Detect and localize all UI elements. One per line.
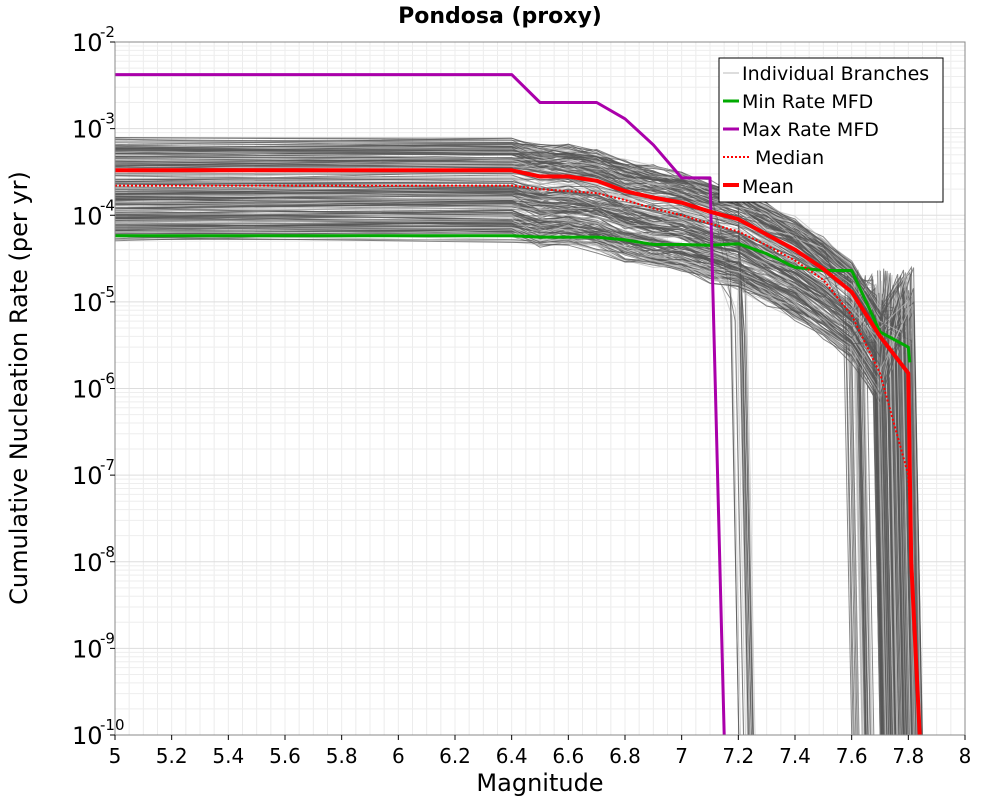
branch-line xyxy=(115,190,749,735)
x-tick-label: 7.2 xyxy=(722,744,754,768)
x-tick-label: 6.8 xyxy=(609,744,641,768)
x-axis-label: Magnitude xyxy=(476,769,603,797)
y-tick-label: 10 xyxy=(72,635,103,663)
branch-line xyxy=(115,218,915,735)
branch-line xyxy=(115,224,917,735)
y-tick-label: 10 xyxy=(72,462,103,490)
legend-label-mean: Mean xyxy=(742,176,794,198)
y-axis-label: Cumulative Nucleation Rate (per yr) xyxy=(5,171,33,605)
x-tick-label: 5.8 xyxy=(326,744,358,768)
legend: Individual Branches Min Rate MFD Max Rat… xyxy=(718,57,944,203)
y-tick-label: 10 xyxy=(72,376,103,404)
x-tick-label: 5.2 xyxy=(156,744,188,768)
branch-line xyxy=(115,175,854,735)
y-tick-exponent: -10 xyxy=(100,716,125,734)
x-tick-label: 7.6 xyxy=(836,744,868,768)
legend-label-max: Max Rate MFD xyxy=(742,119,879,141)
legend-label-branches: Individual Branches xyxy=(742,63,929,85)
x-tick-label: 6 xyxy=(392,744,405,768)
branch-line xyxy=(115,145,853,735)
y-tick-label: 10 xyxy=(72,116,103,144)
branch-line xyxy=(115,217,904,735)
x-tick-label: 8 xyxy=(959,744,972,768)
branch-line xyxy=(115,228,897,735)
series-lines xyxy=(115,73,922,735)
y-tick-label: 10 xyxy=(72,722,103,750)
y-tick-exponent: -9 xyxy=(100,629,115,647)
x-tick-label: 6.6 xyxy=(552,744,584,768)
series-line-min-rate-mfd xyxy=(115,234,912,363)
x-tick-label: 5.4 xyxy=(212,744,244,768)
y-tick-exponent: -3 xyxy=(100,110,115,128)
y-tick-exponent: -2 xyxy=(100,23,115,41)
branch-line xyxy=(115,209,885,735)
y-tick-exponent: -7 xyxy=(100,456,115,474)
legend-label-min: Min Rate MFD xyxy=(742,91,873,113)
y-tick-exponent: -4 xyxy=(100,196,115,214)
y-tick-label: 10 xyxy=(72,202,103,230)
y-tick-exponent: -6 xyxy=(100,370,115,388)
y-tick-exponent: -5 xyxy=(100,283,115,301)
legend-label-median: Median xyxy=(755,147,824,169)
branch-line xyxy=(115,191,883,735)
x-tick-label: 7 xyxy=(675,744,688,768)
branch-line xyxy=(115,205,911,735)
branch-line xyxy=(115,197,922,735)
x-tick-label: 6.4 xyxy=(496,744,528,768)
x-tick-label: 5.6 xyxy=(269,744,301,768)
series-line-max-rate-mfd xyxy=(115,73,726,735)
series-line-mean xyxy=(115,168,922,735)
x-tick-label: 6.2 xyxy=(439,744,471,768)
series-line-median xyxy=(115,184,921,735)
branch-line xyxy=(115,185,881,735)
y-tick-exponent: -8 xyxy=(100,543,115,561)
y-tick-label: 10 xyxy=(72,549,103,577)
branch-line xyxy=(115,225,884,735)
branch-line xyxy=(115,232,916,735)
legend-box xyxy=(718,57,944,203)
x-tick-label: 7.8 xyxy=(892,744,924,768)
x-tick-label: 5 xyxy=(109,744,122,768)
x-axis-ticks: 5 5.2 5.4 5.6 5.8 6 6.2 6.4 6.6 6.8 7 7.2 7.4 7.6 7.8 8 xyxy=(109,735,972,768)
y-tick-label: 10 xyxy=(72,29,103,57)
x-tick-label: 7.4 xyxy=(779,744,811,768)
branch-line xyxy=(115,207,889,735)
chart-title: Pondosa (proxy) xyxy=(398,4,602,29)
branch-line xyxy=(115,214,867,735)
y-tick-label: 10 xyxy=(72,289,103,317)
